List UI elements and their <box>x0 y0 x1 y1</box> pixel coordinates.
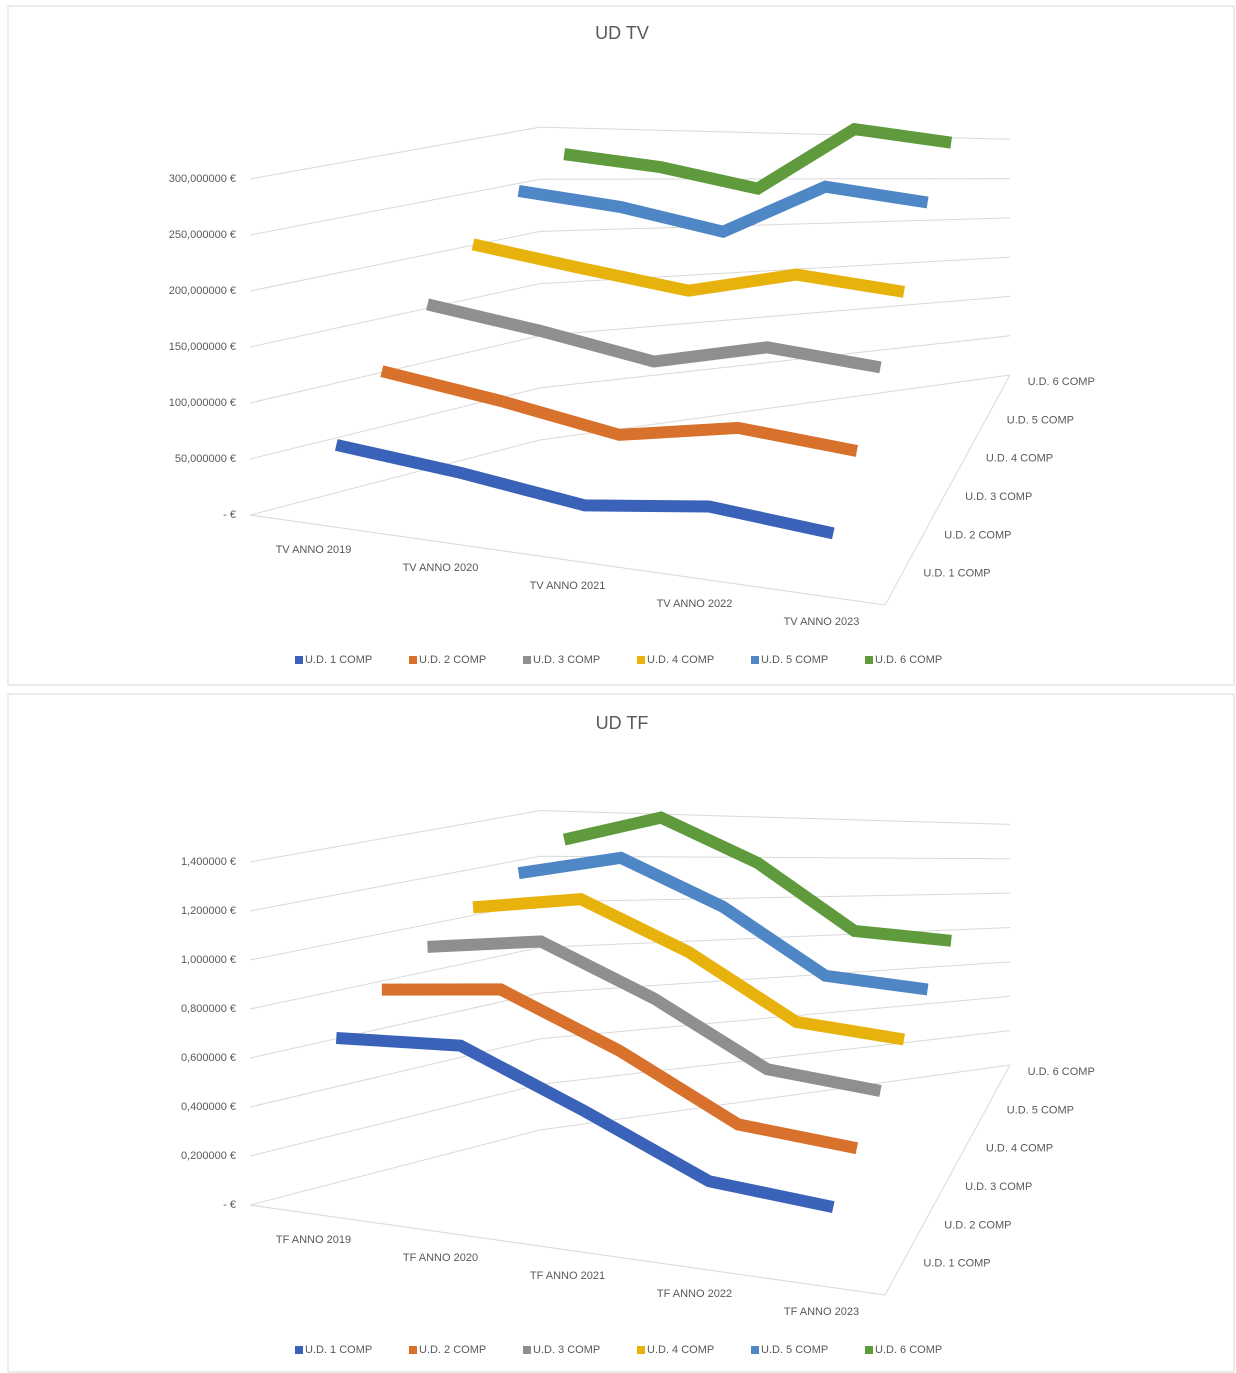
y-tick-label: 300,000000 € <box>169 173 236 185</box>
legend-label: U.D. 1 COMP <box>305 654 372 666</box>
grid-line <box>249 256 1011 348</box>
legend-swatch <box>637 656 645 664</box>
ribbon <box>517 180 929 239</box>
ribbon <box>517 851 929 996</box>
x-tick-label: TV ANNO 2023 <box>784 616 860 628</box>
legend-swatch <box>865 656 873 664</box>
x-tick-label: TV ANNO 2019 <box>276 544 352 556</box>
y-tick-label: 250,000000 € <box>169 229 236 241</box>
ribbon <box>380 365 859 457</box>
ribbon <box>472 893 906 1046</box>
x-tick-label: TV ANNO 2021 <box>530 580 606 592</box>
x-tick-label: TV ANNO 2022 <box>657 598 733 610</box>
y-tick-label: 0,200000 € <box>181 1150 236 1162</box>
y-tick-label: 0,400000 € <box>181 1101 236 1113</box>
chart-title: UD TF <box>596 713 649 733</box>
ribbon <box>334 439 835 540</box>
y-tick-label: 200,000000 € <box>169 285 236 297</box>
legend-label: U.D. 2 COMP <box>419 654 486 666</box>
legend-swatch <box>523 1346 531 1354</box>
legend-label: U.D. 5 COMP <box>761 1344 828 1356</box>
ribbon <box>562 811 952 947</box>
legend-label: U.D. 4 COMP <box>647 654 714 666</box>
legend-swatch <box>523 656 531 664</box>
y-tick-label: - € <box>223 509 236 521</box>
legend-label: U.D. 3 COMP <box>533 654 600 666</box>
x-tick-label: TV ANNO 2020 <box>403 562 479 574</box>
depth-label: U.D. 2 COMP <box>944 529 1011 541</box>
grid-line <box>249 855 1011 912</box>
legend-label: U.D. 6 COMP <box>875 1344 942 1356</box>
legend-label: U.D. 2 COMP <box>419 1344 486 1356</box>
floor-edge <box>249 1064 1011 1296</box>
chart-panel <box>7 693 1235 1373</box>
depth-label: U.D. 3 COMP <box>965 1181 1032 1193</box>
x-tick-label: TF ANNO 2019 <box>276 1234 351 1246</box>
legend-swatch <box>751 656 759 664</box>
ribbon <box>427 935 882 1097</box>
grid-line <box>249 178 1011 236</box>
x-tick-label: TF ANNO 2023 <box>784 1306 859 1318</box>
depth-label: U.D. 5 COMP <box>1007 1104 1074 1116</box>
y-tick-label: 0,800000 € <box>181 1003 236 1015</box>
grid-line <box>249 374 1011 516</box>
depth-label: U.D. 1 COMP <box>923 1258 990 1270</box>
legend-swatch <box>409 1346 417 1354</box>
chart-panel <box>7 5 1235 686</box>
x-tick-label: TF ANNO 2021 <box>530 1270 605 1282</box>
depth-label: U.D. 6 COMP <box>1028 376 1095 388</box>
ribbon <box>381 983 859 1155</box>
ribbon <box>335 1031 835 1214</box>
legend-swatch <box>637 1346 645 1354</box>
legend-label: U.D. 4 COMP <box>647 1344 714 1356</box>
y-tick-label: 150,000000 € <box>169 341 236 353</box>
depth-label: U.D. 3 COMP <box>965 491 1032 503</box>
depth-label: U.D. 4 COMP <box>986 1143 1053 1155</box>
legend-swatch <box>409 656 417 664</box>
depth-label: U.D. 1 COMP <box>923 568 990 580</box>
grid-line <box>249 335 1011 460</box>
y-tick-label: 1,000000 € <box>181 954 236 966</box>
x-tick-label: TF ANNO 2020 <box>403 1252 478 1264</box>
floor-edge <box>249 374 1011 606</box>
depth-label: U.D. 5 COMP <box>1007 414 1074 426</box>
grid-line <box>249 810 1011 863</box>
x-tick-label: TF ANNO 2022 <box>657 1288 732 1300</box>
chart-title: UD TV <box>595 23 649 43</box>
legend-swatch <box>865 1346 873 1354</box>
depth-label: U.D. 4 COMP <box>986 453 1053 465</box>
legend-swatch <box>295 656 303 664</box>
y-tick-label: 50,000000 € <box>175 453 236 465</box>
y-tick-label: 1,400000 € <box>181 856 236 868</box>
legend-label: U.D. 6 COMP <box>875 654 942 666</box>
y-tick-label: 0,600000 € <box>181 1052 236 1064</box>
ribbon <box>563 122 953 195</box>
y-tick-label: 100,000000 € <box>169 397 236 409</box>
legend-label: U.D. 3 COMP <box>533 1344 600 1356</box>
grid-line <box>249 217 1011 292</box>
depth-label: U.D. 6 COMP <box>1028 1066 1095 1078</box>
grid-line <box>249 995 1011 1108</box>
legend-label: U.D. 1 COMP <box>305 1344 372 1356</box>
depth-label: U.D. 2 COMP <box>944 1219 1011 1231</box>
y-tick-label: 1,200000 € <box>181 905 236 917</box>
legend-swatch <box>751 1346 759 1354</box>
legend-swatch <box>295 1346 303 1354</box>
ribbon <box>471 238 905 298</box>
legend-label: U.D. 5 COMP <box>761 654 828 666</box>
ribbon <box>426 298 882 374</box>
y-tick-label: - € <box>223 1199 236 1211</box>
